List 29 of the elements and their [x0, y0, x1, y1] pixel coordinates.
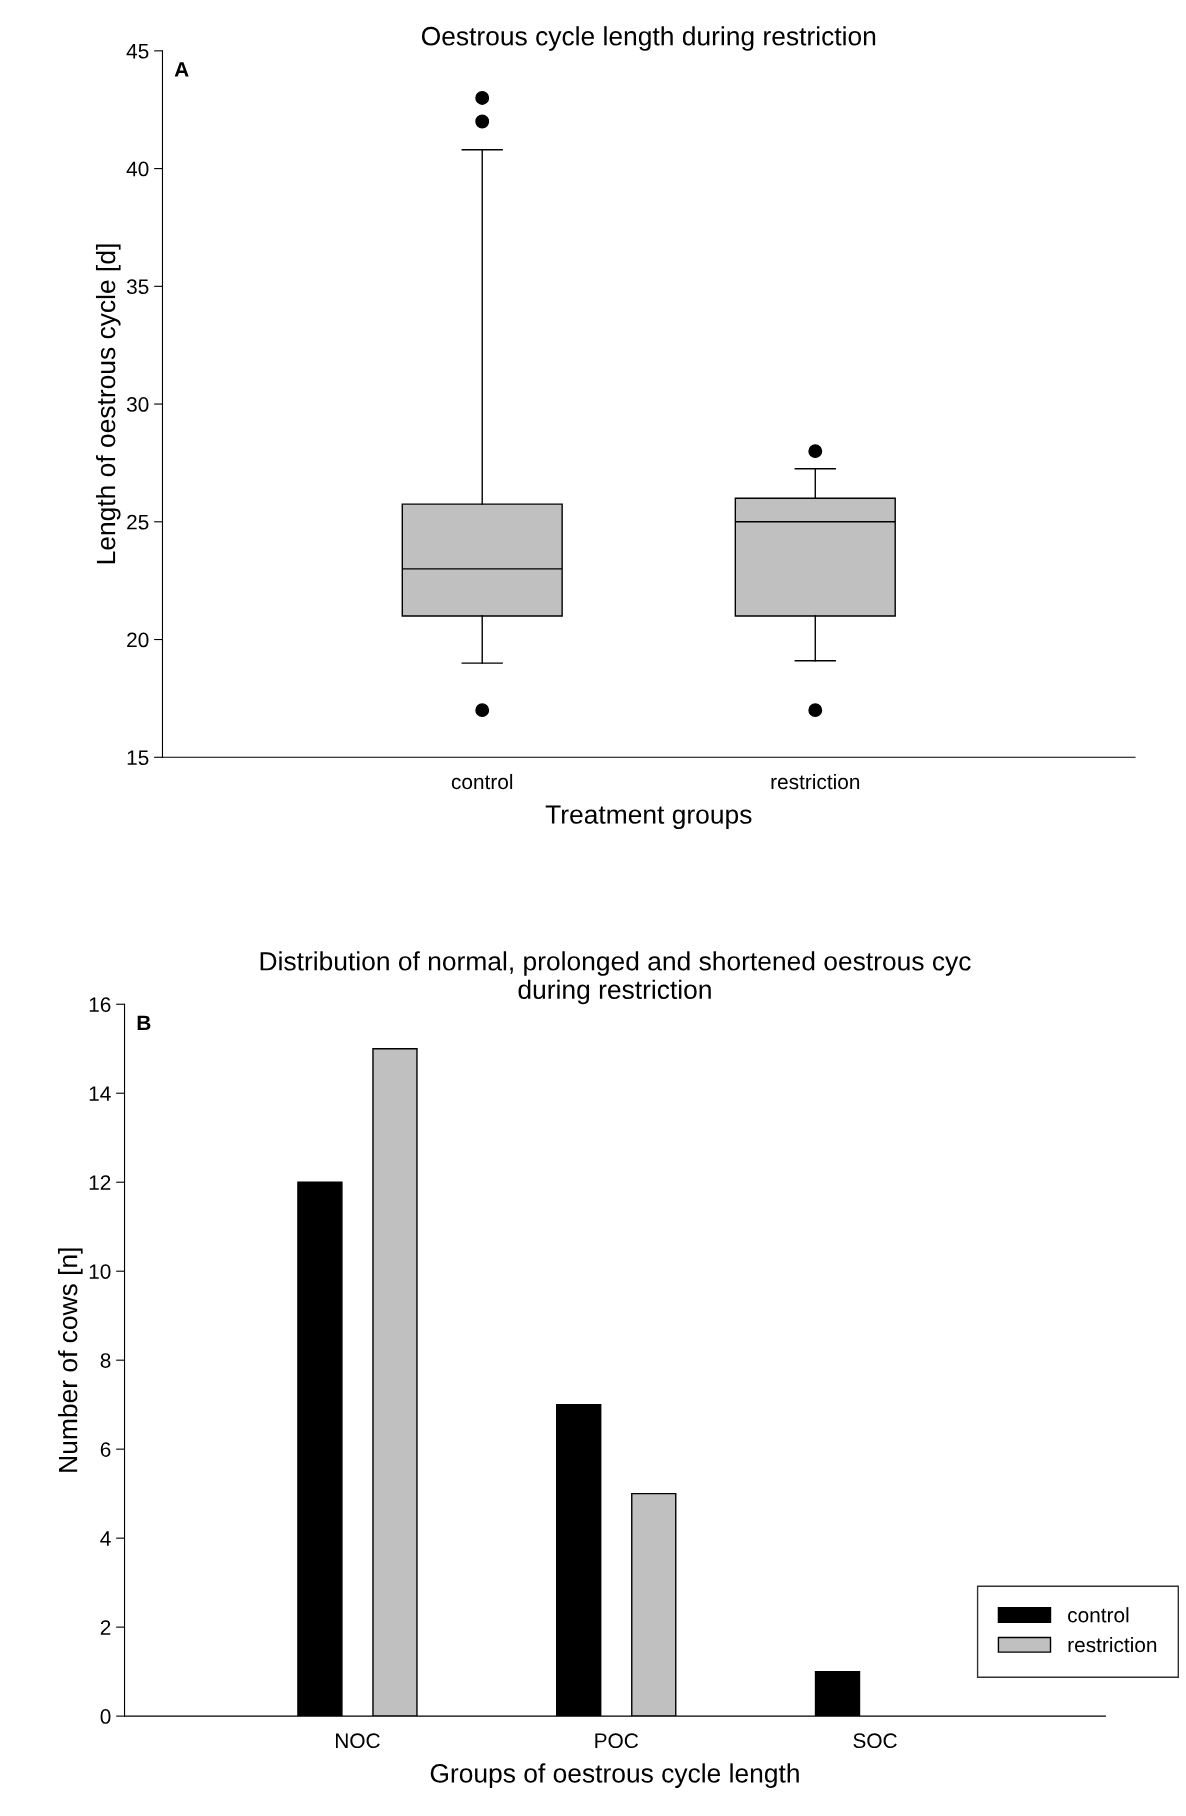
annotation: B [137, 1015, 151, 1031]
y-tick-label: 16 [89, 997, 111, 1012]
chart-title: Distribution of normal, prolonged and shortened oestrous cyc during restriction [260, 951, 971, 1005]
y-tick-label: 0 [100, 1709, 111, 1724]
x-tick-label: SOC [853, 1733, 897, 1749]
y-tick-label: 40 [126, 161, 149, 177]
chart-title: Oestrous cycle length during restriction [421, 26, 876, 51]
y-tick-label: 20 [127, 632, 149, 648]
y-axis-title: Number of cows [n] [58, 1248, 83, 1472]
legend-label: restriction [1068, 1636, 1157, 1653]
x-axis-title: Treatment groups [545, 805, 752, 830]
x-tick-label: POC [595, 1733, 639, 1749]
legend-label: control [1068, 1607, 1129, 1623]
y-tick-label: 12 [89, 1175, 111, 1190]
y-tick-label: 6 [100, 1442, 111, 1457]
y-tick-label: 4 [100, 1531, 111, 1546]
y-tick-label: 25 [127, 514, 149, 530]
y-tick-label: 14 [89, 1086, 111, 1101]
annotation: A [174, 62, 189, 77]
x-axis-title: Groups of oestrous cycle length [430, 1763, 799, 1788]
y-tick-label: 30 [126, 397, 149, 412]
y-tick-label: 45 [126, 44, 149, 59]
y-axis-title: Length of oestrous cycle [d] [95, 244, 121, 564]
y-tick-label: 10 [89, 1264, 111, 1279]
x-tick-label: NOC [336, 1733, 380, 1749]
y-tick-label: 2 [100, 1620, 111, 1635]
y-tick-label: 35 [126, 279, 149, 295]
y-tick-label: 15 [127, 750, 149, 766]
y-tick-label: 8 [100, 1353, 111, 1368]
